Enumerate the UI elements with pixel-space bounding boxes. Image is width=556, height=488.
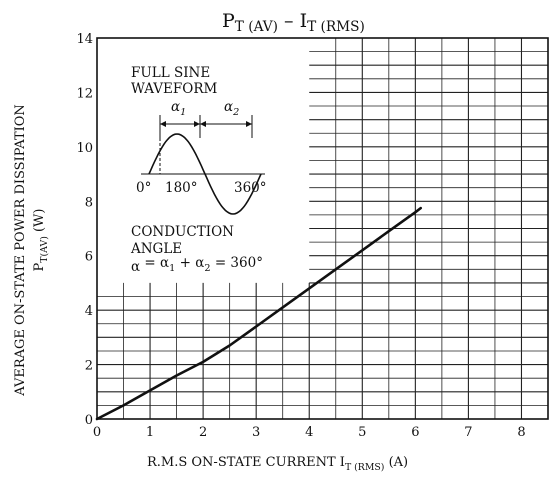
alpha2-sub: 2 xyxy=(232,107,239,118)
formula-part: + α xyxy=(175,255,204,271)
x-tick-label: 3 xyxy=(252,425,260,440)
x-tick-label: 2 xyxy=(199,425,207,440)
alpha1-sub: 1 xyxy=(180,107,186,118)
x-tick-label: 1 xyxy=(146,425,154,440)
inset-text-1: FULL SINE xyxy=(131,65,210,81)
deg-180: 180° xyxy=(165,180,198,196)
formula: α = α1 + α2 = 360° xyxy=(131,255,263,275)
title-sep: – I xyxy=(278,10,307,32)
y-label-unit: (W) xyxy=(32,209,47,237)
title-sub-left: T (AV) xyxy=(235,19,278,35)
alpha1-label: α1 xyxy=(171,99,186,118)
arrow-head xyxy=(194,121,200,127)
y-tick-label: 6 xyxy=(85,250,93,265)
plot-frame xyxy=(96,37,549,420)
arrow-head xyxy=(246,121,252,127)
inset-text-2: WAVEFORM xyxy=(131,81,217,97)
x-tick-label: 6 xyxy=(411,425,419,440)
x-tick-label: 8 xyxy=(517,425,525,440)
y-axis-symbol: PT(AV) (W) xyxy=(32,209,50,272)
y-tick-label: 4 xyxy=(85,304,93,319)
arrow-head xyxy=(160,121,166,127)
x-label-sub: T (RMS) xyxy=(345,462,385,473)
titles: PT (AV) – IT (RMS) R.M.S ON-STATE CURRENT… xyxy=(13,10,408,473)
deg-360: 360° xyxy=(234,180,267,196)
x-label-unit: (A) xyxy=(384,455,408,470)
formula-part: = α xyxy=(140,255,169,271)
x-tick-label: 5 xyxy=(358,425,366,440)
title-sub-right: T (RMS) xyxy=(307,19,365,35)
x-tick-label: 4 xyxy=(305,425,313,440)
formula-sub: 2 xyxy=(204,263,210,274)
inset-text-4: ANGLE xyxy=(130,241,182,257)
chart-title: PT (AV) – IT (RMS) xyxy=(222,10,365,35)
y-tick-label: 14 xyxy=(76,32,93,47)
y-axis-label: AVERAGE ON-STATE POWER DISSIPATION xyxy=(13,104,28,397)
grid xyxy=(96,37,549,420)
y-tick-label: 12 xyxy=(76,86,93,101)
y-tick-label: 0 xyxy=(85,413,93,428)
x-tick-label: 0 xyxy=(93,425,101,440)
y-tick-label: 10 xyxy=(76,141,93,156)
deg-0: 0° xyxy=(136,180,151,196)
y-label-sub: T(AV) xyxy=(39,236,50,263)
curve-layer xyxy=(95,206,423,421)
formula-part: = 360° xyxy=(211,255,263,271)
series-line xyxy=(95,206,423,421)
y-tick-label: 2 xyxy=(85,359,93,374)
arrow-head xyxy=(200,121,206,127)
alpha2-label: α2 xyxy=(224,99,239,118)
y-tick-label: 8 xyxy=(85,195,93,210)
formula-sub: 1 xyxy=(169,263,175,274)
inset-text-3: CONDUCTION xyxy=(131,224,234,240)
x-axis-label: R.M.S ON-STATE CURRENT IT (RMS) (A) xyxy=(147,455,408,473)
x-tick-label: 7 xyxy=(464,425,472,440)
